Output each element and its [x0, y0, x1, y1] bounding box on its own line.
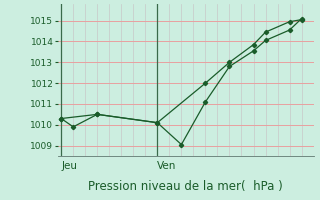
Text: Jeu: Jeu: [61, 161, 77, 171]
X-axis label: Pression niveau de la mer(  hPa ): Pression niveau de la mer( hPa ): [88, 180, 283, 193]
Text: Ven: Ven: [157, 161, 177, 171]
